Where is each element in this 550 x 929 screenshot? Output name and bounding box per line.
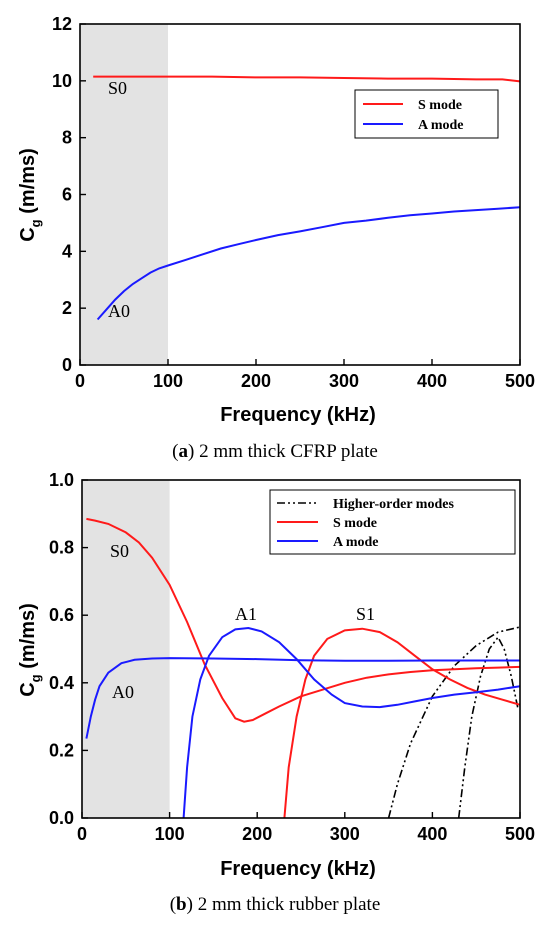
panel-b-series-line-1 — [457, 635, 519, 819]
panel-b-y-axis-title-sub: g — [28, 674, 43, 682]
panel-b-annotation-s1: S1 — [356, 604, 375, 624]
panel-b-y-tick-label: 0.8 — [49, 538, 74, 558]
panel-b-legend-a-mode-label: A mode — [333, 535, 379, 550]
panel-a-series — [93, 75, 521, 321]
panel-b-legend-s-mode-label: S mode — [333, 516, 377, 531]
panel-b-x-tick-label: 100 — [155, 824, 185, 844]
panel-a-x-tick-label: 500 — [505, 371, 535, 391]
panel-b-y-tick-label: 0.6 — [49, 605, 74, 625]
panel-a-series-line-0 — [93, 75, 521, 83]
panel-a-legend: S mode A mode — [354, 89, 499, 139]
panel-b-y-tick-label: 0.0 — [49, 808, 74, 828]
panel-a-series-line-1 — [96, 206, 521, 321]
panel-a-y-axis-title-unit: (m/ms) — [17, 148, 39, 219]
panel-a-annotation-s0: S0 — [108, 78, 127, 98]
panel-b-legend: Higher-order modes S mode A mode — [269, 489, 516, 555]
panel-b-y-tick-label: 1.0 — [49, 470, 74, 490]
panel-a-legend-a-mode-label: A mode — [418, 118, 464, 133]
panel-a-legend-box — [354, 89, 499, 139]
panel-a-x-tick-label: 300 — [329, 371, 359, 391]
panel-b-ticks: 0 100 200 300 400 500 0.0 0.2 0.4 0.6 0.8 1.0 — [49, 470, 535, 844]
panel-b-caption-text: 2 mm thick rubber plate — [193, 894, 380, 915]
panel-a-y-tick-label: 6 — [62, 185, 72, 205]
panel-a-shaded-region — [80, 24, 168, 365]
panel-a-y-tick-label: 8 — [62, 128, 72, 148]
panel-a-x-tick-label: 0 — [75, 371, 85, 391]
panel-b-annotation-s0: S0 — [110, 541, 129, 561]
panel-a-ticks: 0 100 200 300 400 500 0 2 4 6 8 10 12 — [52, 14, 535, 391]
panel-b-x-tick-label: 500 — [505, 824, 535, 844]
panel-a-caption: (a) 2 mm thick CFRP plate — [172, 441, 378, 462]
panel-a-y-axis-title: Cg (m/ms) — [17, 148, 43, 242]
panel-b: 0 100 200 300 400 500 0.0 0.2 0.4 0.6 0.8 1.0 S0 A0… — [17, 470, 535, 915]
panel-b-x-tick-label: 0 — [77, 824, 87, 844]
panel-b-shaded-region — [82, 480, 170, 818]
panel-b-series-line-5 — [182, 626, 521, 819]
panel-a-y-tick-label: 10 — [52, 71, 72, 91]
panel-b-x-tick-label: 200 — [242, 824, 272, 844]
panel-b-x-tick-label: 300 — [330, 824, 360, 844]
panel-b-series-line-4 — [85, 657, 520, 739]
panel-b-y-tick-label: 0.2 — [49, 740, 74, 760]
panel-b-y-tick-label: 0.4 — [49, 673, 74, 693]
panel-b-legend-higher-order-label: Higher-order modes — [333, 497, 454, 512]
panel-a-y-tick-label: 4 — [62, 241, 72, 261]
panel-a-y-axis-title-main: C — [17, 227, 39, 241]
panel-a-y-tick-label: 0 — [62, 355, 72, 375]
panel-a-y-tick-label: 2 — [62, 298, 72, 318]
panel-b-series-line-2 — [86, 517, 521, 723]
panel-b-annotation-a0: A0 — [112, 682, 134, 702]
panel-b-y-axis-title-unit: (m/ms) — [17, 603, 39, 674]
panel-a: 0 100 200 300 400 500 0 2 4 6 8 10 12 S0 A0 S mode A… — [17, 14, 535, 462]
panel-a-x-tick-label: 400 — [417, 371, 447, 391]
panel-a-x-tick-label: 200 — [241, 371, 271, 391]
panel-a-x-tick-label: 100 — [153, 371, 183, 391]
panel-a-x-axis-title: Frequency (kHz) — [220, 404, 376, 426]
panel-b-y-axis-title-main: C — [17, 682, 39, 696]
panel-b-series-line-3 — [283, 627, 521, 819]
panel-a-annotation-a0: A0 — [108, 301, 130, 321]
panel-a-caption-text: 2 mm thick CFRP plate — [194, 441, 378, 462]
panel-a-legend-s-mode-label: S mode — [418, 98, 462, 113]
panel-a-y-axis-title-sub: g — [28, 219, 43, 227]
panel-b-plot-frame — [81, 479, 521, 819]
panel-b-caption: (b) 2 mm thick rubber plate — [170, 894, 381, 915]
panel-a-caption-label: a — [179, 441, 189, 462]
panel-b-y-axis-title: Cg (m/ms) — [17, 603, 43, 697]
panel-b-annotation-a1: A1 — [235, 604, 257, 624]
panel-b-series — [85, 517, 521, 819]
panel-b-caption-label: b — [176, 894, 187, 915]
panel-b-series-line-0 — [387, 626, 521, 819]
panel-b-x-tick-label: 400 — [417, 824, 447, 844]
panel-b-x-axis-title: Frequency (kHz) — [220, 858, 376, 880]
panel-a-y-tick-label: 12 — [52, 14, 72, 34]
